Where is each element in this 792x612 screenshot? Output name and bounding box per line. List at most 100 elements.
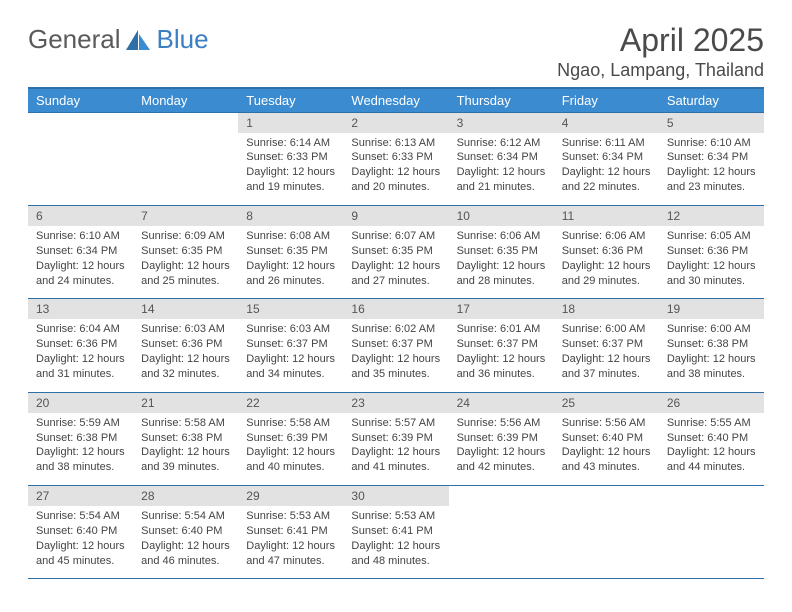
sunset-line: Sunset: 6:39 PM bbox=[246, 431, 335, 446]
sunrise-line: Sunrise: 6:01 AM bbox=[457, 322, 546, 337]
day-details: Sunrise: 6:00 AMSunset: 6:38 PMDaylight:… bbox=[659, 319, 764, 391]
daylight-line: Daylight: 12 hours and 26 minutes. bbox=[246, 259, 335, 289]
day-cell: 29 Sunrise: 5:53 AMSunset: 6:41 PMDayligh… bbox=[238, 486, 343, 579]
daylight-line: Daylight: 12 hours and 41 minutes. bbox=[351, 445, 440, 475]
day-details: Sunrise: 5:57 AMSunset: 6:39 PMDaylight:… bbox=[343, 413, 448, 485]
day-number: 19 bbox=[659, 299, 764, 319]
day-cell: 24Sunrise: 5:56 AMSunset: 6:39 PMDayligh… bbox=[449, 392, 554, 485]
sunset-line: Sunset: 6:41 PM bbox=[246, 524, 335, 539]
sunset-line: Sunset: 6:37 PM bbox=[351, 337, 440, 352]
sunrise-line: Sunrise: 5:57 AM bbox=[351, 416, 440, 431]
day-cell: 23Sunrise: 5:57 AMSunset: 6:39 PMDayligh… bbox=[343, 392, 448, 485]
weekday-header: Thursday bbox=[449, 88, 554, 113]
day-details: Sunrise: 6:03 AMSunset: 6:36 PMDaylight:… bbox=[133, 319, 238, 391]
daylight-line: Daylight: 12 hours and 47 minutes. bbox=[246, 539, 335, 569]
day-number: 29 bbox=[238, 486, 343, 506]
day-cell: 22Sunrise: 5:58 AMSunset: 6:39 PMDayligh… bbox=[238, 392, 343, 485]
day-number: 23 bbox=[343, 393, 448, 413]
day-details: Sunrise: 6:12 AMSunset: 6:34 PMDaylight:… bbox=[449, 133, 554, 205]
day-number: 21 bbox=[133, 393, 238, 413]
day-number: 4 bbox=[554, 113, 659, 133]
day-number: 30 bbox=[343, 486, 448, 506]
weekday-header-row: Sunday Monday Tuesday Wednesday Thursday… bbox=[28, 88, 764, 113]
calendar-row: 27Sunrise: 5:54 AMSunset: 6:40 PMDayligh… bbox=[28, 486, 764, 579]
sunrise-line: Sunrise: 6:14 AM bbox=[246, 136, 335, 151]
daylight-line: Daylight: 12 hours and 21 minutes. bbox=[457, 165, 546, 195]
month-title: April 2025 bbox=[557, 24, 764, 58]
day-number: 3 bbox=[449, 113, 554, 133]
day-number: 1 bbox=[238, 113, 343, 133]
sunset-line: Sunset: 6:36 PM bbox=[36, 337, 125, 352]
calendar-row: ....1Sunrise: 6:14 AMSunset: 6:33 PMDayl… bbox=[28, 112, 764, 205]
day-cell: 30Sunrise: 5:53 AMSunset: 6:41 PMDayligh… bbox=[343, 486, 448, 579]
day-details: Sunrise: 6:06 AMSunset: 6:36 PMDaylight:… bbox=[554, 226, 659, 298]
day-number: 18 bbox=[554, 299, 659, 319]
calendar-row: 13Sunrise: 6:04 AMSunset: 6:36 PMDayligh… bbox=[28, 299, 764, 392]
day-cell: .. bbox=[449, 486, 554, 579]
day-cell: 1Sunrise: 6:14 AMSunset: 6:33 PMDaylight… bbox=[238, 112, 343, 205]
day-cell: 18Sunrise: 6:00 AMSunset: 6:37 PMDayligh… bbox=[554, 299, 659, 392]
sunrise-line: Sunrise: 6:05 AM bbox=[667, 229, 756, 244]
sunset-line: Sunset: 6:39 PM bbox=[457, 431, 546, 446]
day-number: 27 bbox=[28, 486, 133, 506]
daylight-line: Daylight: 12 hours and 27 minutes. bbox=[351, 259, 440, 289]
sail-icon bbox=[125, 29, 151, 51]
day-cell: 17Sunrise: 6:01 AMSunset: 6:37 PMDayligh… bbox=[449, 299, 554, 392]
sunset-line: Sunset: 6:40 PM bbox=[562, 431, 651, 446]
brand-logo: General Blue bbox=[28, 24, 209, 55]
day-details: Sunrise: 6:01 AMSunset: 6:37 PMDaylight:… bbox=[449, 319, 554, 391]
daylight-line: Daylight: 12 hours and 34 minutes. bbox=[246, 352, 335, 382]
sunrise-line: Sunrise: 6:02 AM bbox=[351, 322, 440, 337]
sunset-line: Sunset: 6:34 PM bbox=[457, 150, 546, 165]
day-details: Sunrise: 5:54 AMSunset: 6:40 PMDaylight:… bbox=[28, 506, 133, 578]
day-cell: 25Sunrise: 5:56 AMSunset: 6:40 PMDayligh… bbox=[554, 392, 659, 485]
day-number: 8 bbox=[238, 206, 343, 226]
sunrise-line: Sunrise: 5:56 AM bbox=[457, 416, 546, 431]
sunset-line: Sunset: 6:37 PM bbox=[246, 337, 335, 352]
sunset-line: Sunset: 6:38 PM bbox=[36, 431, 125, 446]
day-number: 15 bbox=[238, 299, 343, 319]
sunrise-line: Sunrise: 6:00 AM bbox=[667, 322, 756, 337]
daylight-line: Daylight: 12 hours and 38 minutes. bbox=[667, 352, 756, 382]
day-details: Sunrise: 6:00 AMSunset: 6:37 PMDaylight:… bbox=[554, 319, 659, 391]
daylight-line: Daylight: 12 hours and 43 minutes. bbox=[562, 445, 651, 475]
daylight-line: Daylight: 12 hours and 37 minutes. bbox=[562, 352, 651, 382]
sunrise-line: Sunrise: 6:09 AM bbox=[141, 229, 230, 244]
day-details: Sunrise: 5:58 AMSunset: 6:39 PMDaylight:… bbox=[238, 413, 343, 485]
day-cell: 20Sunrise: 5:59 AMSunset: 6:38 PMDayligh… bbox=[28, 392, 133, 485]
calendar-page: General Blue April 2025 Ngao, Lampang, T… bbox=[0, 0, 792, 599]
weekday-header: Friday bbox=[554, 88, 659, 113]
sunset-line: Sunset: 6:40 PM bbox=[667, 431, 756, 446]
day-details: Sunrise: 5:56 AMSunset: 6:39 PMDaylight:… bbox=[449, 413, 554, 485]
day-cell: 12Sunrise: 6:05 AMSunset: 6:36 PMDayligh… bbox=[659, 205, 764, 298]
day-details: Sunrise: 6:05 AMSunset: 6:36 PMDaylight:… bbox=[659, 226, 764, 298]
day-details: Sunrise: 6:09 AMSunset: 6:35 PMDaylight:… bbox=[133, 226, 238, 298]
daylight-line: Daylight: 12 hours and 25 minutes. bbox=[141, 259, 230, 289]
day-number: 14 bbox=[133, 299, 238, 319]
day-number: 7 bbox=[133, 206, 238, 226]
sunrise-line: Sunrise: 5:53 AM bbox=[246, 509, 335, 524]
day-details: Sunrise: 6:14 AMSunset: 6:33 PMDaylight:… bbox=[238, 133, 343, 205]
day-number: 9 bbox=[343, 206, 448, 226]
sunrise-line: Sunrise: 6:04 AM bbox=[36, 322, 125, 337]
day-cell: 11Sunrise: 6:06 AMSunset: 6:36 PMDayligh… bbox=[554, 205, 659, 298]
day-cell: 9Sunrise: 6:07 AMSunset: 6:35 PMDaylight… bbox=[343, 205, 448, 298]
sunset-line: Sunset: 6:36 PM bbox=[141, 337, 230, 352]
sunrise-line: Sunrise: 6:10 AM bbox=[36, 229, 125, 244]
day-cell: .. bbox=[28, 112, 133, 205]
sunrise-line: Sunrise: 6:10 AM bbox=[667, 136, 756, 151]
day-cell: 6Sunrise: 6:10 AMSunset: 6:34 PMDaylight… bbox=[28, 205, 133, 298]
daylight-line: Daylight: 12 hours and 38 minutes. bbox=[36, 445, 125, 475]
weekday-header: Saturday bbox=[659, 88, 764, 113]
day-number: 13 bbox=[28, 299, 133, 319]
day-details: Sunrise: 6:11 AMSunset: 6:34 PMDaylight:… bbox=[554, 133, 659, 205]
sunrise-line: Sunrise: 6:06 AM bbox=[457, 229, 546, 244]
day-details: Sunrise: 6:06 AMSunset: 6:35 PMDaylight:… bbox=[449, 226, 554, 298]
day-cell: 27Sunrise: 5:54 AMSunset: 6:40 PMDayligh… bbox=[28, 486, 133, 579]
day-number: 22 bbox=[238, 393, 343, 413]
day-number: 5 bbox=[659, 113, 764, 133]
weekday-header: Tuesday bbox=[238, 88, 343, 113]
day-details: Sunrise: 5:56 AMSunset: 6:40 PMDaylight:… bbox=[554, 413, 659, 485]
day-cell: .. bbox=[554, 486, 659, 579]
day-details: Sunrise: 5:55 AMSunset: 6:40 PMDaylight:… bbox=[659, 413, 764, 485]
